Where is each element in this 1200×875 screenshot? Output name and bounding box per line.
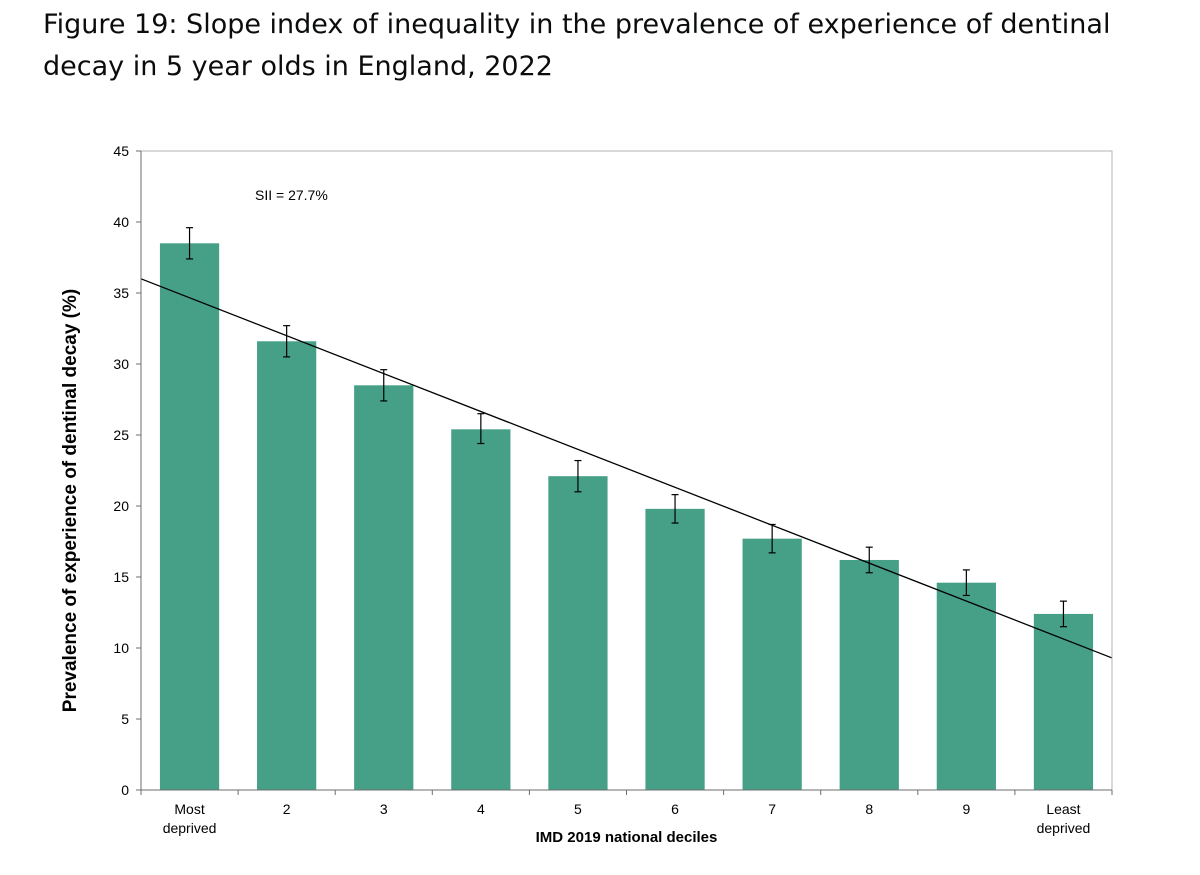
- bar: [159, 243, 220, 791]
- x-ticks-group: Most deprived 2 3 4 5 6 7 8 9 Least deprived: [140, 790, 1113, 836]
- y-tick-label: 30: [113, 356, 129, 372]
- bar: [742, 538, 802, 790]
- y-ticks-group: 0 5 10 15 20 25 30 35 40 45: [113, 143, 141, 798]
- x-tick-label: 6: [671, 801, 679, 817]
- y-tick-label: 0: [121, 782, 129, 798]
- y-tick-label: 10: [113, 640, 129, 656]
- x-axis-title: IMD 2019 national deciles: [536, 829, 718, 846]
- x-tick-label: 5: [574, 801, 582, 817]
- error-bar: [1059, 600, 1067, 628]
- bar: [645, 508, 705, 790]
- trend-line-group: [140, 278, 1113, 659]
- y-tick-label: 25: [113, 427, 129, 443]
- x-tick-label: Most deprived: [163, 801, 217, 836]
- y-tick-label: 35: [113, 285, 129, 301]
- error-bar: [477, 413, 485, 445]
- x-tick-label: 7: [768, 801, 776, 817]
- x-tick-label: 8: [865, 801, 873, 817]
- bar: [548, 476, 608, 790]
- bar: [257, 341, 317, 790]
- bar: [936, 582, 996, 790]
- y-tick-label: 15: [113, 569, 129, 585]
- y-tick-label: 40: [113, 214, 129, 230]
- figure-title: Figure 19: Slope index of inequality in …: [43, 9, 1111, 82]
- sii-annotation: SII = 27.7%: [255, 187, 328, 203]
- x-tick-label: 9: [962, 801, 970, 817]
- bar: [354, 385, 414, 790]
- error-bars-group: [186, 227, 1067, 628]
- sii-trend-line: [140, 278, 1113, 659]
- bar: [451, 429, 511, 790]
- y-axis-title: Prevalence of experience of dentinal dec…: [60, 289, 81, 712]
- bar: [839, 559, 899, 790]
- x-tick-label: Least deprived: [1037, 801, 1091, 836]
- x-tick-label: 2: [283, 801, 291, 817]
- y-tick-label: 45: [113, 143, 129, 159]
- x-tick-label: 3: [380, 801, 388, 817]
- x-tick-label: 4: [477, 801, 485, 817]
- error-bar: [186, 227, 194, 260]
- bar: [1033, 613, 1094, 790]
- bars-group: [159, 243, 1094, 791]
- y-tick-label: 5: [121, 711, 129, 727]
- error-bar: [671, 494, 679, 524]
- error-bar: [380, 369, 388, 402]
- error-bar: [283, 325, 291, 358]
- error-bar: [865, 546, 873, 574]
- error-bar: [962, 569, 970, 597]
- error-bar: [574, 459, 582, 493]
- y-tick-label: 20: [113, 498, 129, 514]
